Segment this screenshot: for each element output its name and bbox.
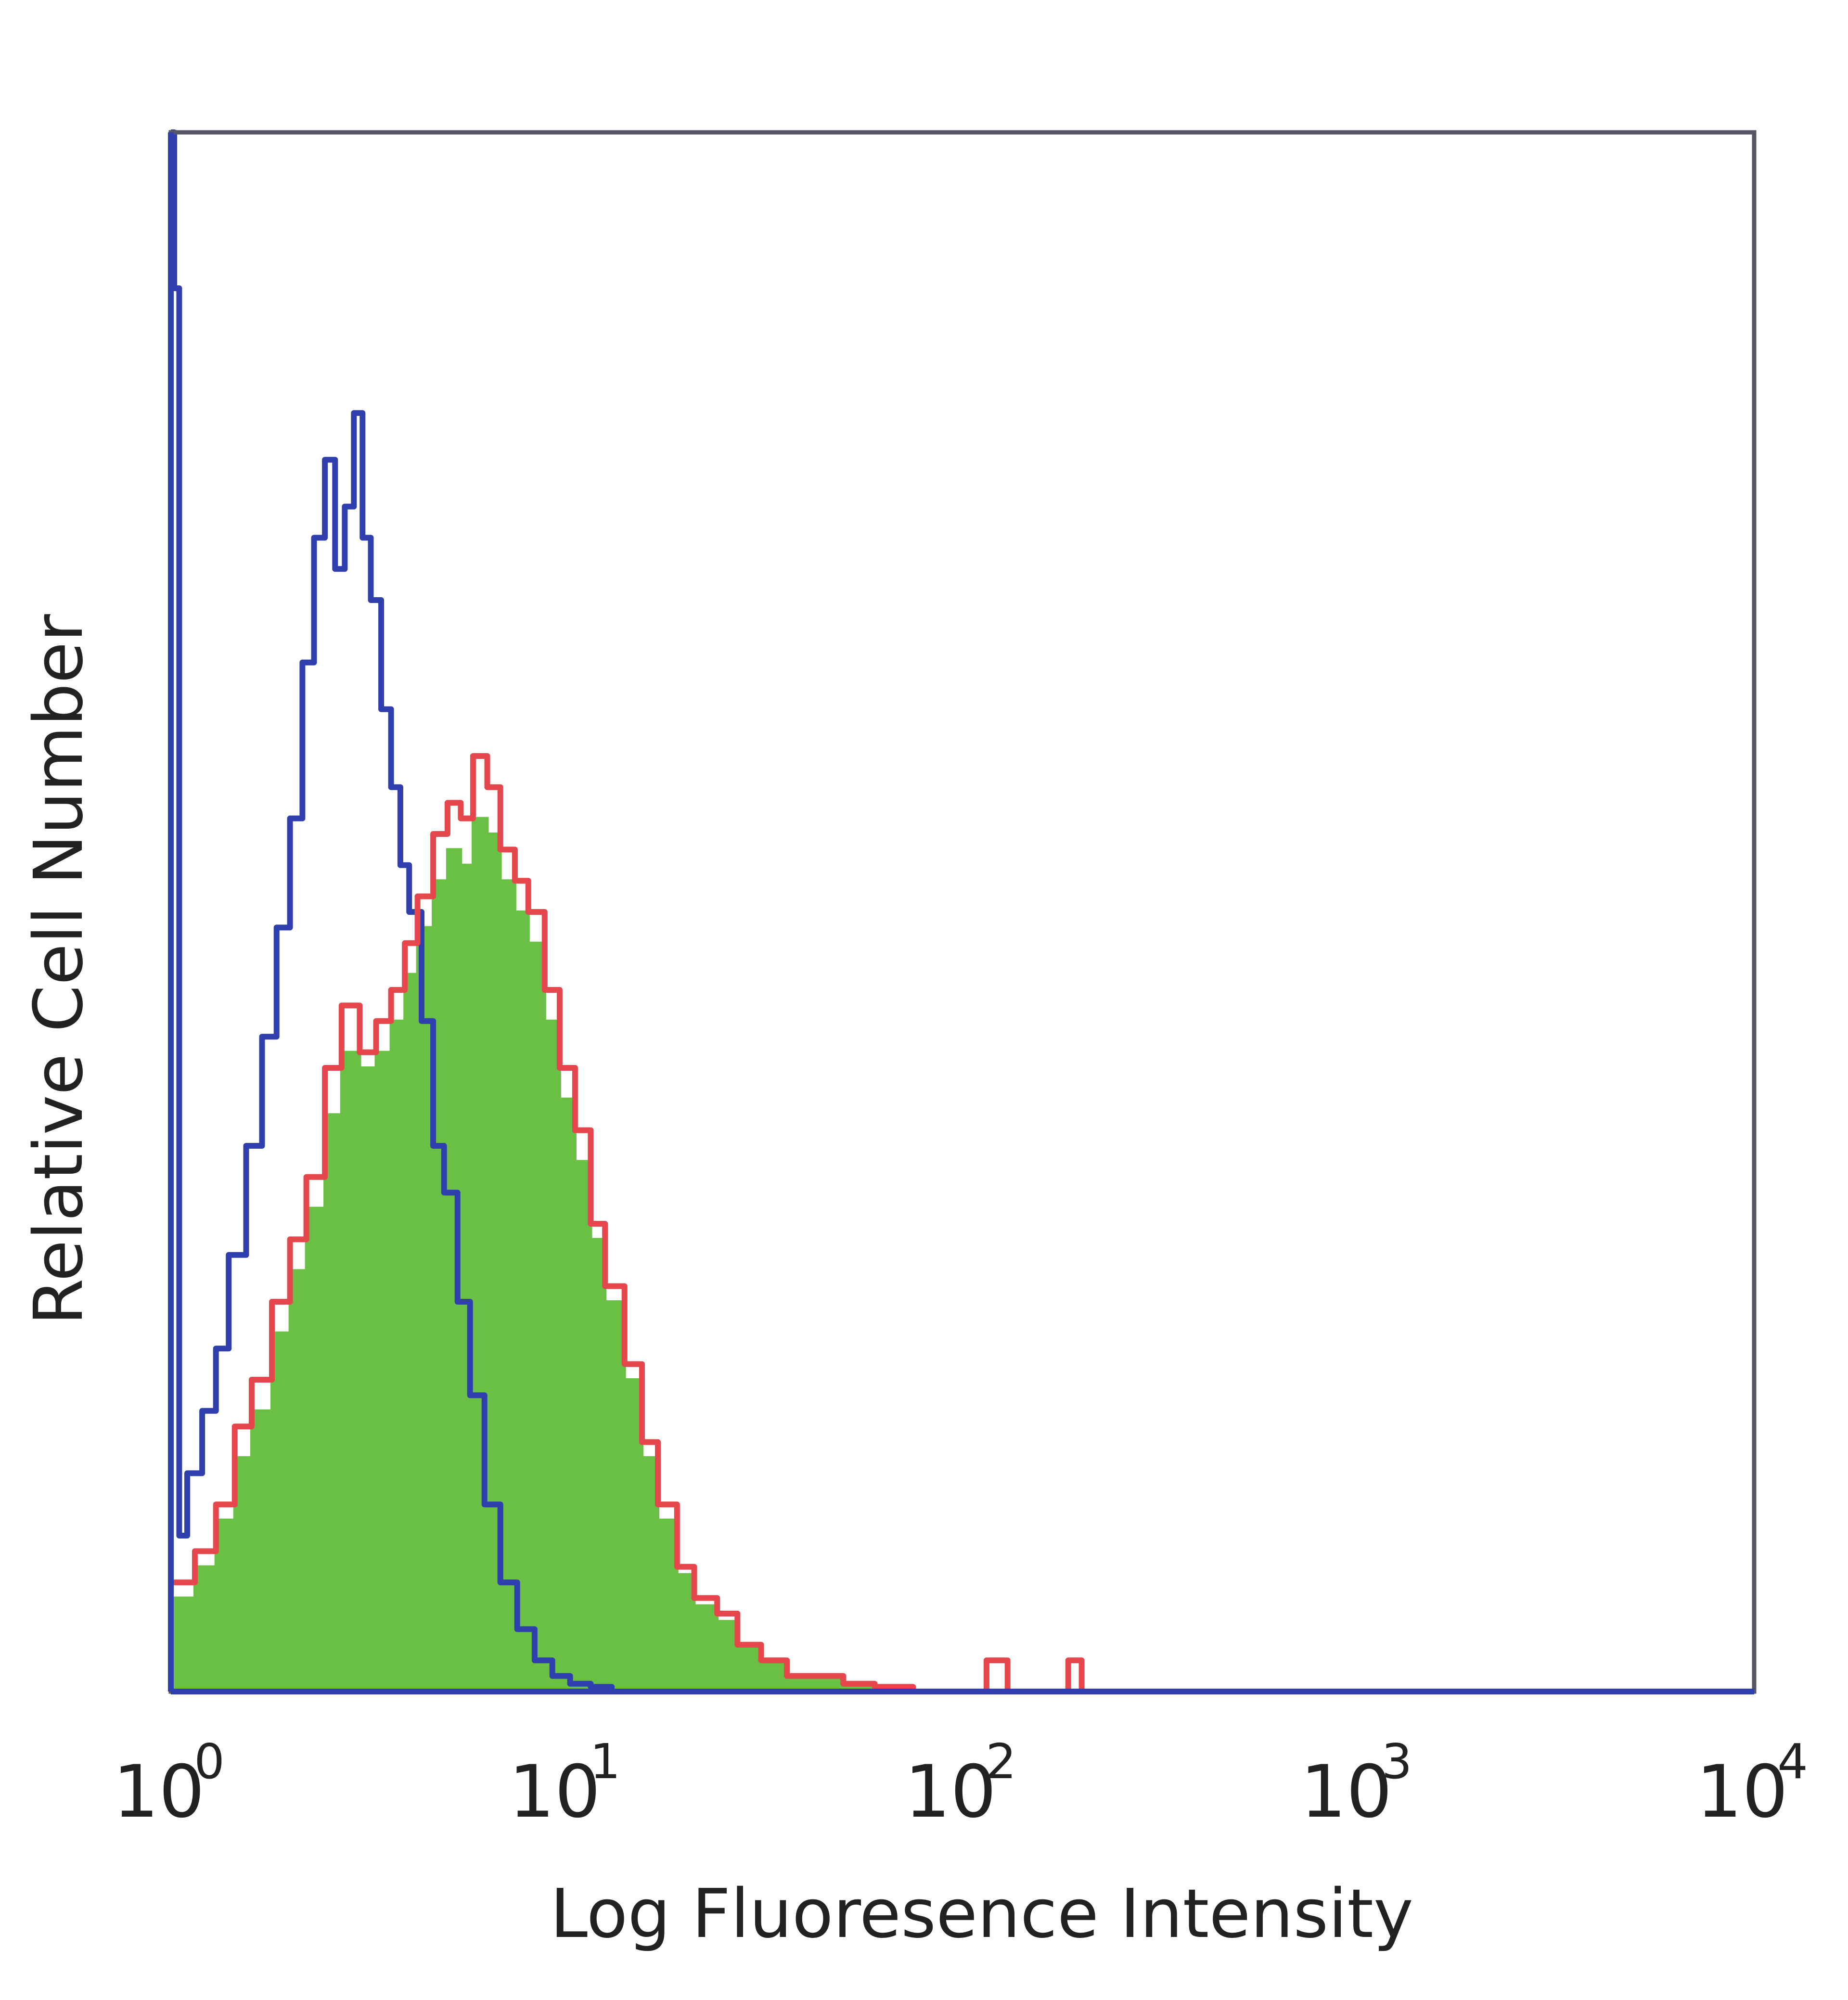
x-tick-exponent-0: 0 [194,1733,225,1790]
x-tick-exponent-3: 3 [1382,1733,1412,1790]
x-tick-labels: 100 101 102 103 104 [113,1733,1808,1834]
y-axis-title: Relative Cell Number [20,614,98,1325]
x-axis-title: Log Fluoresence Intensity [550,1875,1413,1953]
x-tick-label-2: 10 [905,1750,997,1834]
x-tick-exponent-1: 1 [590,1733,621,1790]
x-tick-exponent-2: 2 [986,1733,1016,1790]
histogram-series-1 [171,129,615,1692]
plot-area [169,129,1085,1694]
x-tick-label-3: 10 [1300,1750,1392,1834]
histogram-series-2 [171,753,1085,1694]
x-tick-label-0: 10 [113,1750,205,1834]
x-tick-label-4: 10 [1696,1750,1788,1834]
x-tick-label-1: 10 [509,1750,601,1834]
x-tick-exponent-4: 4 [1777,1733,1808,1790]
